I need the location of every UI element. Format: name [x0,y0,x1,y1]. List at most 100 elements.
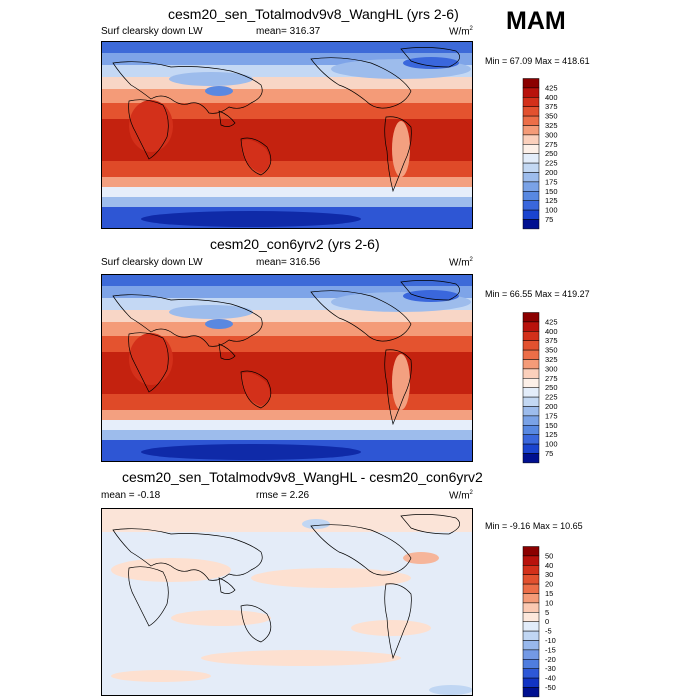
panel-3-max-label: Max = [532,521,558,531]
panel-1-max-label: Max = [534,56,560,66]
colorbar-tick-label: 400 [545,327,558,336]
colorbar-swatch [522,602,540,613]
panel-1-units: W/m2 [449,26,473,37]
colorbar-tick-label: -10 [545,636,556,645]
panel-2-mean-label: mean= [256,257,287,268]
panel-1-max-value: 418.61 [562,56,590,66]
panel-2-units-base: W/m [449,257,470,269]
colorbar-tick-label: 425 [545,317,558,326]
colorbar-swatch [522,134,540,145]
colorbar-tick-label: 175 [545,411,558,420]
colorbar-swatch [522,181,540,192]
panel-3-mean: mean = -0.18 [101,490,160,501]
colorbar-swatch [522,191,540,201]
panel-3-rmse-label: rmse = [256,490,287,501]
colorbar-swatch [522,565,540,575]
colorbar-tick-label: 425 [545,83,558,92]
colorbar-tick-label: -50 [545,683,556,692]
colorbar-tick-label: 75 [545,215,553,224]
colorbar-swatch [522,144,540,154]
colorbar-swatch [522,583,540,594]
panel-3-min-value: -9.16 [509,521,531,531]
panel-1-variable: Surf clearsky down LW [101,26,203,37]
panel-3-minmax: Min = -9.16 Max = 10.65 [485,521,583,531]
colorbar-swatch [522,115,540,126]
colorbar-tick-label: 175 [545,177,558,186]
colorbar-tick-label: 250 [545,149,558,158]
colorbar-swatch [522,621,540,632]
colorbar-tick-label: 225 [545,159,558,168]
panel-2-mean: mean= 316.56 [256,257,320,268]
colorbar-swatch [522,78,540,89]
colorbar-tick-label: 300 [545,130,558,139]
season-label: MAM [506,7,566,35]
colorbar-tick-label: 300 [545,364,558,373]
panel-1-colorbar: 4254003753503253002752502252001751501251… [522,78,558,230]
panel-1-units-base: W/m [449,26,470,38]
panel-1-mean-label: mean= [256,26,287,37]
colorbar-swatch [522,396,540,407]
colorbar-tick-label: 40 [545,561,553,570]
colorbar-swatch [522,153,540,164]
panel-3-mean-value: -0.18 [137,490,161,501]
colorbar-swatch [522,555,540,566]
colorbar-swatch [522,106,540,117]
panel-2-units-exp: 2 [469,257,473,263]
colorbar-tick-label: -40 [545,674,556,683]
colorbar-swatch [522,574,540,585]
colorbar-tick-label: 275 [545,374,558,383]
colorbar-tick-label: 75 [545,449,553,458]
colorbar-swatch [522,359,540,370]
panel-1-minmax: Min = 67.09 Max = 418.61 [485,56,590,66]
colorbar-swatch [522,331,540,341]
colorbar-tick-label: 125 [545,430,558,439]
panel-2-min-value: 66.55 [509,289,533,299]
colorbar-tick-label: 100 [545,440,558,449]
colorbar-tick-label: 150 [545,421,558,430]
panel-2-colorbar: 4254003753503253002752502252001751501251… [522,312,558,464]
colorbar-tick-label: -20 [545,655,556,664]
colorbar-tick-label: 150 [545,187,558,196]
colorbar-tick-label: 225 [545,393,558,402]
colorbar-swatch [522,612,540,622]
colorbar-tick-label: 325 [545,355,558,364]
colorbar-tick-label: 200 [545,402,558,411]
colorbar-swatch [522,172,540,183]
colorbar-tick-label: -15 [545,645,556,654]
colorbar-swatch [522,415,540,426]
colorbar-swatch [522,340,540,351]
colorbar-swatch [522,312,540,323]
panel-3-max-value: 10.65 [560,521,583,531]
colorbar-swatch [522,425,540,435]
colorbar-tick-label: 10 [545,598,553,607]
colorbar-swatch [522,406,540,417]
panel-2-title: cesm20_con6yrv2 (yrs 2-6) [210,236,380,252]
colorbar-tick-label: 375 [545,102,558,111]
colorbar-swatch [522,125,540,136]
colorbar-swatch [522,668,540,679]
panel-2-map [101,274,473,462]
panel-2-mean-value: 316.56 [289,257,321,268]
colorbar-tick-label: 400 [545,93,558,102]
colorbar-tick-label: -30 [545,664,556,673]
colorbar-tick-label: 200 [545,168,558,177]
panel-3-min-label: Min = [485,521,508,531]
colorbar-swatch [522,443,540,454]
colorbar-swatch [522,593,540,604]
colorbar-tick-label: 0 [545,617,549,626]
colorbar-swatch [522,649,540,660]
panel-2-max-value: 419.27 [562,289,590,299]
colorbar-swatch [522,162,540,173]
panel-2-units: W/m2 [449,257,473,268]
colorbar-tick-label: -5 [545,627,552,636]
panel-1-map [101,41,473,229]
panel-3-rmse: rmse = 2.26 [256,490,309,501]
colorbar-swatch [522,546,540,557]
colorbar-swatch [522,97,540,107]
colorbar-swatch [522,209,540,220]
panel-1-mean-value: 316.37 [289,26,321,37]
panel-3-map [101,508,473,696]
colorbar-swatch [522,200,540,211]
panel-2-min-label: Min = [485,289,508,299]
